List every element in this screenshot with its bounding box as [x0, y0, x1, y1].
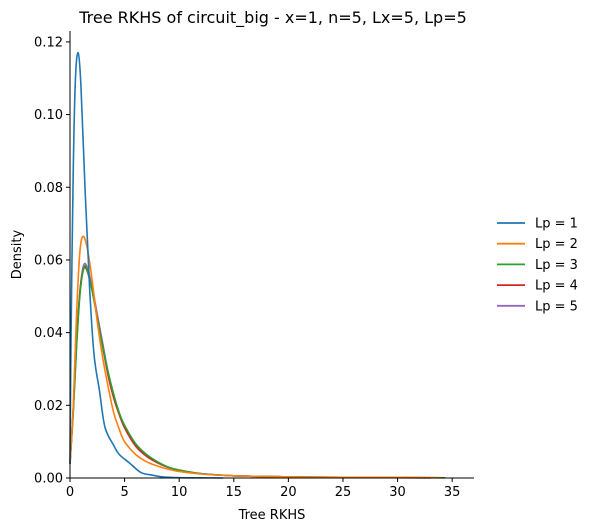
legend-item-lp-2: Lp = 2	[497, 237, 578, 252]
y-axis: 0.00 0.02 0.04 0.06 0.08 0.10 0.12	[34, 35, 70, 487]
y-axis-title: Density	[10, 229, 25, 279]
x-tick-label: 0	[66, 485, 74, 500]
x-tick-label: 5	[120, 485, 128, 500]
axes	[69, 31, 474, 479]
y-tick-label: 0.00	[34, 472, 63, 487]
x-tick-label: 10	[171, 485, 188, 500]
x-tick-label: 20	[280, 485, 297, 500]
legend-item-lp-5: Lp = 5	[497, 299, 578, 314]
y-tick-label: 0.12	[34, 35, 63, 50]
plot-area	[69, 51, 446, 479]
y-tick-label: 0.04	[34, 326, 63, 341]
x-tick-label: 15	[226, 485, 243, 500]
series-line-lp-3	[69, 264, 446, 479]
x-tick-label: 25	[335, 485, 352, 500]
legend-item-lp-3: Lp = 3	[497, 258, 578, 273]
legend-label: Lp = 4	[535, 279, 578, 294]
y-tick-label: 0.02	[34, 399, 63, 414]
y-tick-label: 0.08	[34, 181, 63, 196]
legend-label: Lp = 1	[535, 217, 578, 232]
y-tick-label: 0.10	[34, 108, 63, 123]
x-tick-label: 30	[389, 485, 406, 500]
legend-label: Lp = 5	[535, 299, 578, 314]
series-line-lp-4	[69, 266, 432, 479]
chart-title: Tree RKHS of circuit_big - x=1, n=5, Lx=…	[78, 8, 467, 28]
x-axis-title: Tree RKHS	[238, 508, 306, 523]
x-tick-label: 35	[444, 485, 461, 500]
legend: Lp = 1 Lp = 2 Lp = 3 Lp = 4 Lp = 5	[497, 217, 578, 314]
legend-item-lp-4: Lp = 4	[497, 279, 578, 294]
y-tick-label: 0.06	[34, 253, 63, 268]
legend-label: Lp = 3	[535, 258, 578, 273]
legend-item-lp-1: Lp = 1	[497, 217, 578, 232]
legend-label: Lp = 2	[535, 237, 578, 252]
x-axis: 0 5 10 15 20 25 30 35	[66, 478, 461, 500]
series-line-lp-1	[69, 51, 224, 479]
series-line-lp-2	[69, 235, 443, 479]
series-line-lp-5	[69, 262, 432, 479]
